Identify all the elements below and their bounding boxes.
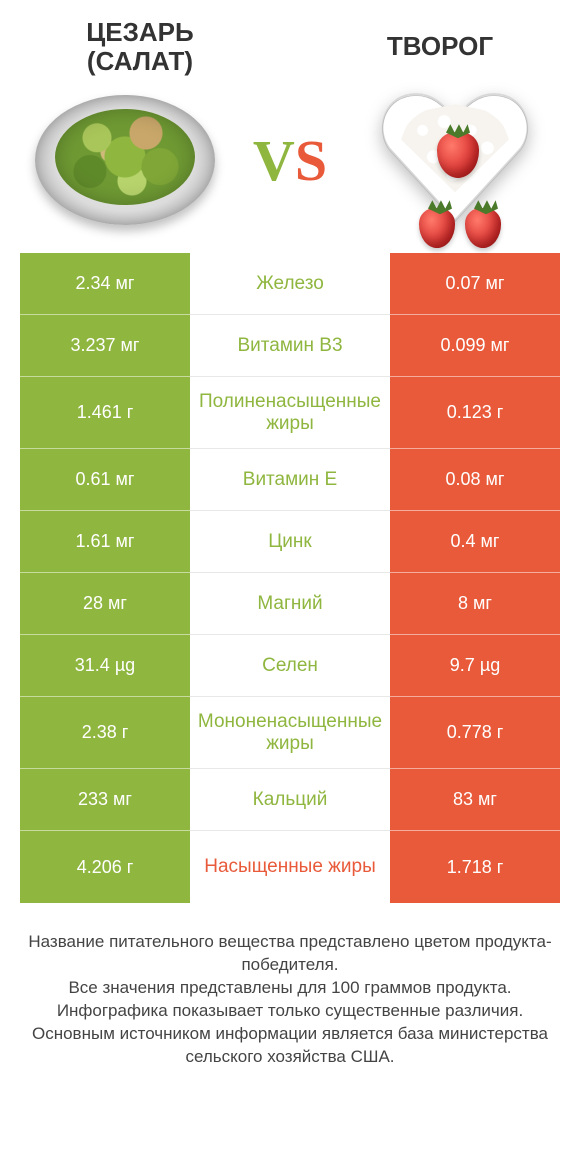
right-value: 9.7 µg <box>390 635 560 697</box>
footer-notes: Название питательного вещества представл… <box>20 931 560 1069</box>
images-row: VS <box>0 75 580 253</box>
table-row: 28 мгМагний8 мг <box>20 573 560 635</box>
table-row: 233 мгКальций83 мг <box>20 769 560 831</box>
footer-line: Основным источником информации является … <box>32 1024 548 1066</box>
right-value: 1.718 г <box>390 831 560 903</box>
right-product-title: ТВОРОГ <box>340 32 540 61</box>
strawberry-icon <box>419 208 455 248</box>
left-value: 2.38 г <box>20 697 190 769</box>
table-row: 31.4 µgСелен9.7 µg <box>20 635 560 697</box>
left-value: 3.237 мг <box>20 315 190 377</box>
table-row: 3.237 мгВитамин B30.099 мг <box>20 315 560 377</box>
cottage-cheese-image <box>360 85 550 235</box>
left-value: 28 мг <box>20 573 190 635</box>
table-row: 4.206 гНасыщенные жиры1.718 г <box>20 831 560 903</box>
nutrient-label: Насыщенные жиры <box>190 831 390 903</box>
nutrient-label: Витамин E <box>190 449 390 511</box>
vs-label: VS <box>253 127 327 194</box>
nutrient-label: Полиненасыщенные жиры <box>190 377 390 449</box>
left-product-title: ЦЕЗАРЬ (САЛАТ) <box>40 18 240 75</box>
strawberry-icon <box>465 208 501 248</box>
left-value: 2.34 мг <box>20 253 190 315</box>
nutrient-table: 2.34 мгЖелезо0.07 мг3.237 мгВитамин B30.… <box>20 253 560 903</box>
left-value: 1.461 г <box>20 377 190 449</box>
table-row: 2.38 гМононенасыщенные жиры0.778 г <box>20 697 560 769</box>
right-value: 8 мг <box>390 573 560 635</box>
header: ЦЕЗАРЬ (САЛАТ) ТВОРОГ <box>0 0 580 75</box>
table-row: 1.461 гПолиненасыщенные жиры0.123 г <box>20 377 560 449</box>
table-row: 0.61 мгВитамин E0.08 мг <box>20 449 560 511</box>
nutrient-label: Магний <box>190 573 390 635</box>
left-title-line1: ЦЕЗАРЬ <box>86 17 193 47</box>
table-row: 1.61 мгЦинк0.4 мг <box>20 511 560 573</box>
right-value: 0.07 мг <box>390 253 560 315</box>
right-value: 0.099 мг <box>390 315 560 377</box>
left-value: 0.61 мг <box>20 449 190 511</box>
left-value: 1.61 мг <box>20 511 190 573</box>
table-row: 2.34 мгЖелезо0.07 мг <box>20 253 560 315</box>
salad-image <box>30 85 220 235</box>
right-value: 0.4 мг <box>390 511 560 573</box>
left-value: 4.206 г <box>20 831 190 903</box>
left-title-line2: (САЛАТ) <box>87 46 193 76</box>
nutrient-label: Цинк <box>190 511 390 573</box>
footer-line: Все значения представлены для 100 граммо… <box>68 978 511 997</box>
footer-line: Название питательного вещества представл… <box>28 932 551 974</box>
nutrient-label: Селен <box>190 635 390 697</box>
left-value: 31.4 µg <box>20 635 190 697</box>
vs-v: V <box>253 128 295 193</box>
left-value: 233 мг <box>20 769 190 831</box>
nutrient-label: Железо <box>190 253 390 315</box>
right-value: 0.08 мг <box>390 449 560 511</box>
vs-s: S <box>295 128 327 193</box>
right-value: 0.778 г <box>390 697 560 769</box>
right-value: 83 мг <box>390 769 560 831</box>
footer-line: Инфографика показывает только существенн… <box>57 1001 523 1020</box>
nutrient-label: Витамин B3 <box>190 315 390 377</box>
nutrient-label: Мононенасыщенные жиры <box>190 697 390 769</box>
right-value: 0.123 г <box>390 377 560 449</box>
nutrient-label: Кальций <box>190 769 390 831</box>
